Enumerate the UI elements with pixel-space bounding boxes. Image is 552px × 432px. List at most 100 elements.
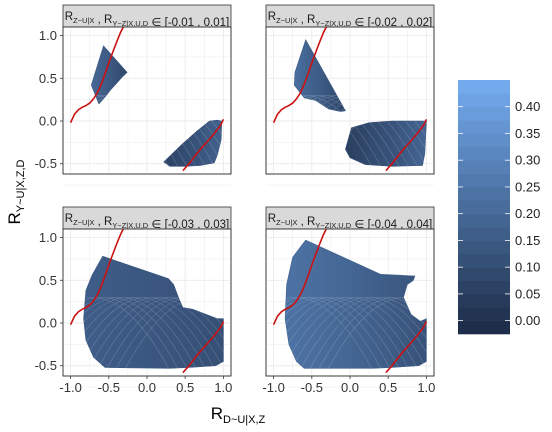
colorbar-band [458, 227, 510, 241]
curve-line-right [182, 320, 225, 374]
colorbar-band [458, 240, 510, 255]
colorbar-band [458, 173, 510, 188]
facet-strip-label: RZ~U|X , RY~Z|X,U,D ∈ [-0.02 , 0.02] [268, 11, 432, 29]
curve-line-right [385, 320, 428, 374]
colorbar-tick-label: 0.15 [515, 233, 540, 248]
contour-band-line [285, 297, 389, 369]
contour-band-line [345, 121, 427, 167]
contour-band-line [163, 120, 222, 167]
colorbar-band [458, 320, 510, 335]
y-tick-label: 1.0 [39, 230, 57, 245]
contour-region [83, 255, 224, 369]
facet-strip-label: RZ~U|X , RY~Z|X,U,D ∈ [-0.01 , 0.01] [65, 11, 229, 29]
facet-panel-1: RZ~U|X , RY~Z|X,U,D ∈ [-0.01 , 0.01] -0.5… [35, 4, 232, 186]
contour-band-line [285, 297, 426, 369]
colorbar-tick-label: 0.40 [515, 99, 540, 114]
colorbar-band [458, 213, 510, 228]
x-axis-title: RD~U|X,Z [211, 404, 266, 426]
colorbar-tick-label: 0.05 [515, 286, 540, 301]
colorbar-band [458, 133, 510, 148]
contour-region [345, 120, 427, 167]
contour-region [284, 239, 427, 369]
contour-region [293, 39, 346, 112]
contour-band-line [83, 297, 177, 369]
curve-line-left [272, 27, 328, 124]
x-tick-label: -0.5 [301, 380, 323, 395]
colorbar-band [458, 293, 510, 308]
colorbar-band [458, 200, 510, 214]
panel-border [62, 26, 232, 175]
contour-band-line [302, 297, 427, 369]
contour-band-line [345, 121, 426, 167]
x-tick-label: 0.5 [379, 380, 397, 395]
contour-band-line [311, 297, 427, 369]
facet-strip-label: RZ~U|X , RY~Z|X,U,D ∈ [-0.04 , 0.04] [268, 213, 432, 231]
curve-line-right [182, 118, 225, 172]
y-axis-title: RY~U|X,Z,D [5, 159, 27, 224]
facet-panels: RZ~U|X , RY~Z|X,U,D ∈ [-0.01 , 0.01] -0.5… [35, 4, 435, 395]
contour-band-line [294, 95, 346, 112]
facet-strip-label: RZ~U|X , RY~Z|X,U,D ∈ [-0.03 , 0.03] [65, 213, 229, 231]
x-tick-label: -1.0 [59, 380, 81, 395]
contour-band-line [163, 120, 222, 167]
x-tick-label: 1.0 [214, 380, 232, 395]
curve-group [69, 229, 225, 374]
contour-band-line [90, 297, 224, 369]
colorbar-tick-label: 0.25 [515, 179, 540, 194]
curve-line-left [272, 229, 328, 326]
colorbar-band [458, 106, 510, 121]
contour-band-line [285, 297, 427, 369]
contour-band-line [294, 95, 346, 112]
x-tick-label: 1.0 [417, 380, 435, 395]
contour-band-line [285, 297, 407, 369]
y-tick-label: 0.5 [39, 273, 57, 288]
y-tick-label: -0.5 [35, 358, 57, 373]
contour-band-line [345, 121, 427, 167]
x-tick-label: 0.0 [138, 380, 156, 395]
colorbar-band [458, 120, 510, 134]
contour-bands [345, 121, 427, 167]
curve-group [272, 229, 428, 374]
contour-region [163, 119, 223, 167]
y-tick-label: 0.0 [39, 316, 57, 331]
contour-band-line [285, 297, 398, 369]
colorbar-band [458, 307, 510, 321]
contour-band-line [83, 297, 223, 369]
facet-panel-3: RZ~U|X , RY~Z|X,U,D ∈ [-0.03 , 0.03] -0.5… [35, 206, 232, 395]
y-tick-label: 0.5 [39, 71, 57, 86]
contour-band-line [293, 297, 427, 369]
x-tick-label: -1.0 [262, 380, 284, 395]
contour-band-line [345, 121, 389, 167]
contour-band-line [345, 121, 416, 167]
x-tick-label: 0.0 [341, 380, 359, 395]
facet-panel-4: RZ~U|X , RY~Z|X,U,D ∈ [-0.04 , 0.04] -1.0… [262, 206, 435, 395]
y-tick-label: -0.5 [35, 156, 57, 171]
contour-band-line [163, 120, 213, 167]
contour-band-line [285, 297, 427, 369]
contour-region [90, 45, 128, 105]
contour-band-line [83, 297, 204, 369]
colorbar-band [458, 160, 510, 174]
colorbar-tick-label: 0.35 [515, 126, 540, 141]
curve-group [272, 27, 428, 172]
x-tick-label: 0.5 [176, 380, 194, 395]
contour-band-line [83, 297, 224, 369]
contour-band-line [91, 95, 128, 104]
contour-band-line [163, 120, 222, 167]
contour-band-line [83, 297, 213, 369]
colorbar-band [458, 80, 510, 94]
colorbar-band [458, 186, 510, 201]
curve-line-right [385, 118, 428, 172]
curve-group [69, 27, 225, 172]
colorbar-band [458, 280, 510, 295]
contour-band-line [345, 121, 407, 167]
contour-band-line [83, 297, 224, 369]
colorbar-legend: 0.40 0.35 0.30 0.25 0.20 0.15 0.10 0.05 0.00 [458, 80, 540, 335]
contour-band-line [345, 121, 380, 167]
panel-border [265, 26, 435, 175]
y-tick-label: 1.0 [39, 28, 57, 43]
axis-labels: RD~U|X,Z RY~U|X,Z,D [5, 159, 266, 426]
contour-band-line [294, 95, 346, 112]
contour-band-line [345, 121, 398, 167]
